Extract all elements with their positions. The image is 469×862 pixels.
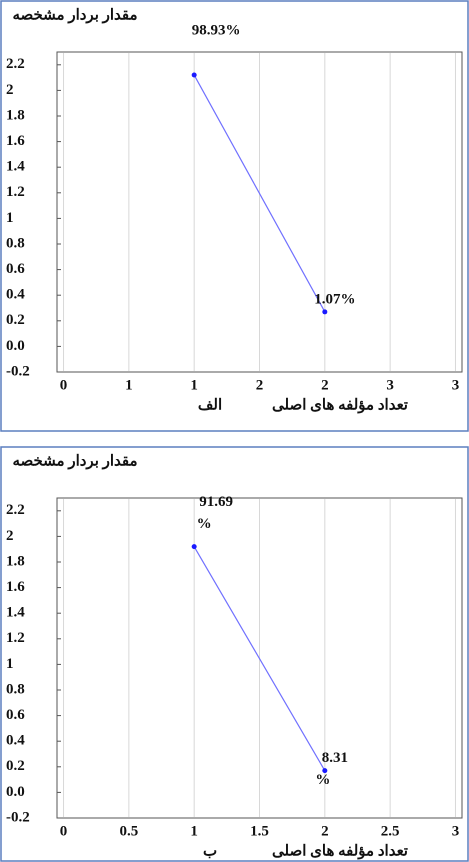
y-tick-label: 2	[6, 82, 14, 98]
x-tick-label: 0.5	[119, 823, 138, 839]
y-tick-label: 2.2	[6, 56, 25, 72]
x-tick-label: 2.5	[381, 823, 400, 839]
percent-label: 8.31	[322, 750, 348, 766]
y-tick-label: 0.4	[6, 733, 25, 749]
y-axis-title: مقدار بردار مشخصه	[12, 453, 137, 469]
y-tick-label: 1.6	[6, 133, 25, 149]
y-tick-label: 1.2	[6, 630, 25, 646]
data-point	[191, 544, 197, 550]
percent-label: 1.07%	[314, 291, 355, 307]
y-tick-label: 1	[6, 656, 14, 672]
y-tick-label: 1.8	[6, 107, 25, 123]
x-tick-label: 2	[256, 377, 264, 393]
series-line	[193, 74, 326, 313]
x-tick-label: 1	[190, 377, 198, 393]
y-tick-label: 1	[6, 210, 14, 226]
x-tick-label: 2	[321, 823, 329, 839]
panel-label: ب	[203, 843, 217, 859]
y-tick-label: 0.0	[6, 784, 25, 800]
y-tick-label: -0.2	[6, 363, 30, 379]
percent-label: %	[315, 772, 330, 788]
y-tick-label: 1.2	[6, 184, 25, 200]
percent-label: 91.69	[199, 494, 233, 510]
y-tick-label: 1.8	[6, 553, 25, 569]
y-tick-label: -0.2	[6, 809, 30, 825]
x-tick-label: 2	[321, 377, 329, 393]
y-axis-title: مقدار بردار مشخصه	[12, 7, 137, 23]
percent-label: %	[197, 516, 212, 532]
y-tick-label: 0.0	[6, 338, 25, 354]
y-tick-label: 0.2	[6, 758, 25, 774]
y-tick-label: 1.4	[6, 605, 25, 621]
y-tick-label: 0.4	[6, 287, 25, 303]
y-tick-label: 0.8	[6, 235, 25, 251]
y-tick-label: 1.4	[6, 159, 25, 175]
data-point	[191, 72, 197, 78]
percent-label: 98.93%	[192, 22, 241, 38]
data-point	[322, 309, 328, 315]
data-point	[322, 768, 328, 774]
x-tick-label: 0	[60, 377, 68, 393]
x-tick-label: 3	[452, 377, 460, 393]
x-axis-title: تعداد مؤلفه های اصلی	[272, 843, 408, 859]
series-line	[193, 546, 326, 771]
y-tick-label: 0.6	[6, 261, 25, 277]
y-tick-label: 2	[6, 528, 14, 544]
y-tick-label: 1.6	[6, 579, 25, 595]
panel-label: الف	[198, 397, 222, 413]
x-tick-label: 1	[190, 823, 198, 839]
y-tick-label: 2.2	[6, 502, 25, 518]
x-tick-label: 1.5	[250, 823, 269, 839]
x-tick-label: 0	[60, 823, 68, 839]
y-tick-label: 0.8	[6, 681, 25, 697]
y-tick-label: 0.2	[6, 312, 25, 328]
x-tick-label: 3	[386, 377, 394, 393]
y-tick-label: 0.6	[6, 707, 25, 723]
x-axis-title: تعداد مؤلفه های اصلی	[272, 397, 408, 413]
x-tick-label: 1	[125, 377, 133, 393]
x-tick-label: 3	[452, 823, 460, 839]
